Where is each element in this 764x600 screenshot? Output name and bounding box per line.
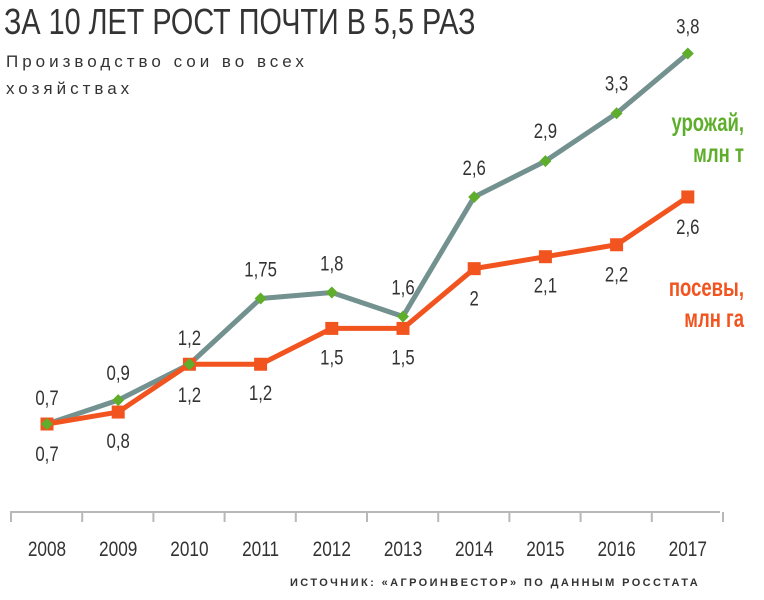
x-tick-label: 2009 [99,539,137,562]
source-note: ИСТОЧНИК: «АГРОИНВЕСТОР» ПО ДАННЫМ РОССТ… [290,577,701,589]
x-tick-label: 2010 [170,539,208,562]
harvest-legend: млн т [693,139,744,167]
harvest-data-label: 3,3 [605,73,628,96]
harvest-line [44,51,691,427]
sown-marker [325,321,339,335]
sown-marker [538,250,552,264]
sown-line [44,194,691,427]
sown-data-label: 1,2 [178,385,201,408]
sown-data-label: 1,5 [320,347,343,370]
sown-data-label: 1,2 [249,383,272,406]
harvest-marker [112,394,125,407]
sown-marker [681,190,695,204]
harvest-data-label: 1,6 [391,277,414,300]
x-axis: 2008 2009 2010 2011 2012 2013 2014 2015 2016 2017 [10,511,724,562]
x-tick-label: 2016 [597,539,635,562]
harvest-marker [468,190,481,203]
sown-legend: млн га [684,304,744,332]
sown-legend: посевы, [669,273,744,301]
chart-subtitle: Производство сои во всех хозяйствах [6,52,308,98]
chart-title: ЗА 10 ЛЕТ РОСТ ПОЧТИ В 5,5 РАЗ [4,1,476,42]
x-tick-label: 2015 [526,539,564,562]
x-tick-label: 2017 [669,539,707,562]
harvest-marker [183,358,196,371]
harvest-marker [41,418,53,430]
sown-data-label: 2 [470,288,479,311]
sown-marker [396,321,410,335]
legend: урожай, млн т посевы, млн га [669,108,745,332]
harvest-data-label: 0,7 [35,387,58,410]
harvest-data-label: 1,2 [178,328,201,351]
x-tick-label: 2013 [384,539,422,562]
x-tick-label: 2012 [313,539,351,562]
harvest-marker [325,286,338,299]
x-tick-label: 2011 [242,539,279,562]
sown-marker [254,357,268,371]
harvest-data-label: 3,8 [676,16,699,39]
sown-marker [111,405,125,419]
sown-data-label: 0,8 [107,430,130,453]
harvest-data-label: 2,6 [463,157,486,180]
harvest-marker [539,155,552,168]
series-lines [44,51,691,427]
sown-marker [467,262,481,276]
x-tick-label: 2008 [28,539,66,562]
harvest-data-label: 0,9 [107,362,130,385]
sown-data-label: 2,2 [605,264,628,287]
sown-marker [610,238,624,252]
harvest-marker [397,310,409,323]
harvest-data-label: 1,8 [320,253,343,276]
harvest-legend: урожай, [671,108,744,136]
harvest-marker [254,292,267,305]
harvest-data-label: 2,9 [534,120,557,143]
sown-data-label: 0,7 [35,443,58,466]
series-markers [40,47,695,431]
data-labels: 0,7 0,9 1,2 1,75 1,8 1,6 2,6 2,9 3,3 3,8 0,7 0,8 1,2… [35,16,699,467]
harvest-data-label: 1,75 [244,259,277,282]
sown-data-label: 1,5 [391,347,414,370]
sown-data-label: 2,1 [534,275,557,298]
x-tick-label: 2014 [455,539,494,562]
harvest-marker [610,107,623,120]
harvest-marker [681,47,694,60]
sown-data-label: 2,6 [676,216,699,239]
